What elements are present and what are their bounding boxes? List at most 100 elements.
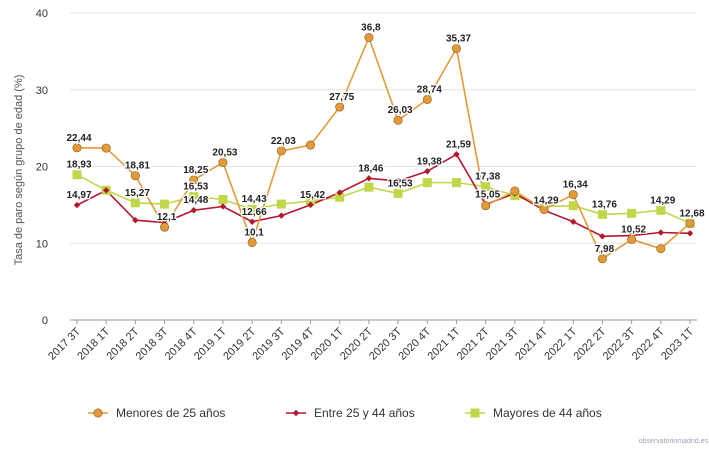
data-point <box>160 222 170 232</box>
legend[interactable]: Menores de 25 años Entre 25 y 44 años Mayo… <box>88 406 602 420</box>
series-line-2 <box>76 174 691 225</box>
data-point <box>336 189 343 196</box>
data-label: 14,97 <box>66 190 91 201</box>
data-label: 17,38 <box>475 172 500 183</box>
data-point <box>597 209 607 219</box>
legend-label[interactable]: Mayores de 44 años <box>493 406 602 420</box>
data-point <box>335 102 345 112</box>
data-labels: 22,44 18,81 12,1 18,25 20,53 10,1 22,03 27,75 36… <box>65 21 706 256</box>
data-point <box>393 115 403 125</box>
series-line-0 <box>76 35 691 260</box>
data-point <box>422 94 432 104</box>
data-point <box>568 201 578 211</box>
data-point <box>307 201 314 209</box>
data-label: 19,38 <box>417 156 442 167</box>
data-label: 28,74 <box>417 84 442 95</box>
y-tick-label: 20 <box>36 162 48 174</box>
data-point <box>130 171 140 181</box>
data-point <box>276 199 286 209</box>
data-label: 18,93 <box>66 160 91 171</box>
y-axis-ticks: 0 10 20 30 40 <box>36 8 48 327</box>
data-point <box>73 201 81 209</box>
data-label: 21,59 <box>446 139 471 150</box>
data-point <box>247 204 257 214</box>
data-point <box>101 143 111 153</box>
data-point <box>393 188 403 198</box>
data-label: 22,03 <box>271 136 296 147</box>
series-lines <box>76 35 691 260</box>
data-point <box>422 178 432 188</box>
data-label: 15,27 <box>125 188 150 199</box>
data-point <box>218 157 228 167</box>
legend-marker <box>292 409 300 417</box>
data-point <box>627 208 637 218</box>
data-label: 14,29 <box>534 195 559 206</box>
data-label: 35,37 <box>446 34 471 45</box>
data-point <box>72 170 82 180</box>
data-point <box>481 182 491 192</box>
data-point <box>539 204 549 214</box>
data-label: 14,48 <box>183 195 208 206</box>
data-label: 18,81 <box>125 161 150 172</box>
data-point <box>597 254 607 264</box>
data-point <box>481 201 491 211</box>
grid-lines <box>70 12 697 321</box>
data-point <box>278 212 285 219</box>
legend-label[interactable]: Menores de 25 años <box>116 406 225 420</box>
data-point <box>365 175 373 182</box>
data-label: 27,75 <box>329 92 354 103</box>
data-label: 10,52 <box>621 224 646 235</box>
data-point <box>189 175 199 185</box>
data-label: 20,53 <box>212 147 237 158</box>
data-label: 16,34 <box>563 180 588 191</box>
data-point <box>394 177 402 185</box>
data-point <box>190 207 197 214</box>
legend-marker <box>93 408 103 418</box>
data-point <box>656 205 666 215</box>
data-point <box>627 234 637 244</box>
data-point <box>568 190 578 200</box>
data-label: 18,25 <box>183 165 208 176</box>
y-tick-label: 10 <box>36 238 48 250</box>
data-point <box>453 151 460 158</box>
data-point <box>424 168 431 175</box>
data-point <box>364 182 374 192</box>
data-point <box>599 233 606 240</box>
data-point <box>451 44 461 54</box>
data-point <box>451 178 461 188</box>
data-label: 18,46 <box>358 163 383 174</box>
data-point <box>335 192 345 202</box>
data-point <box>219 203 227 210</box>
data-label: 13,76 <box>592 199 617 210</box>
data-point <box>160 199 170 209</box>
data-label: 16,53 <box>183 181 208 192</box>
y-tick-label: 40 <box>36 8 48 20</box>
data-point <box>247 237 257 247</box>
data-label: 15,05 <box>475 189 500 200</box>
data-label: 12,68 <box>679 208 704 219</box>
data-point <box>248 218 256 225</box>
data-point <box>132 217 139 224</box>
data-point <box>306 140 316 150</box>
data-point <box>657 229 665 236</box>
data-label: 14,43 <box>242 194 267 205</box>
legend-label[interactable]: Entre 25 y 44 años <box>314 406 415 420</box>
y-tick-label: 0 <box>42 315 48 327</box>
data-point <box>72 143 82 153</box>
data-point <box>685 218 695 228</box>
data-label: 15,42 <box>300 190 325 201</box>
data-point <box>130 198 140 208</box>
data-point <box>656 244 666 254</box>
x-tick-label: 2023 1T <box>659 325 696 362</box>
data-label: 12,66 <box>242 207 267 218</box>
data-point <box>218 195 228 205</box>
data-label: 14,29 <box>650 195 675 206</box>
y-tick-label: 30 <box>36 85 48 97</box>
data-label: 7,98 <box>595 244 615 255</box>
data-point <box>102 187 110 194</box>
series-line-1 <box>76 153 691 238</box>
data-point <box>510 186 520 196</box>
data-label: 22,44 <box>66 133 91 144</box>
data-point <box>686 230 694 237</box>
